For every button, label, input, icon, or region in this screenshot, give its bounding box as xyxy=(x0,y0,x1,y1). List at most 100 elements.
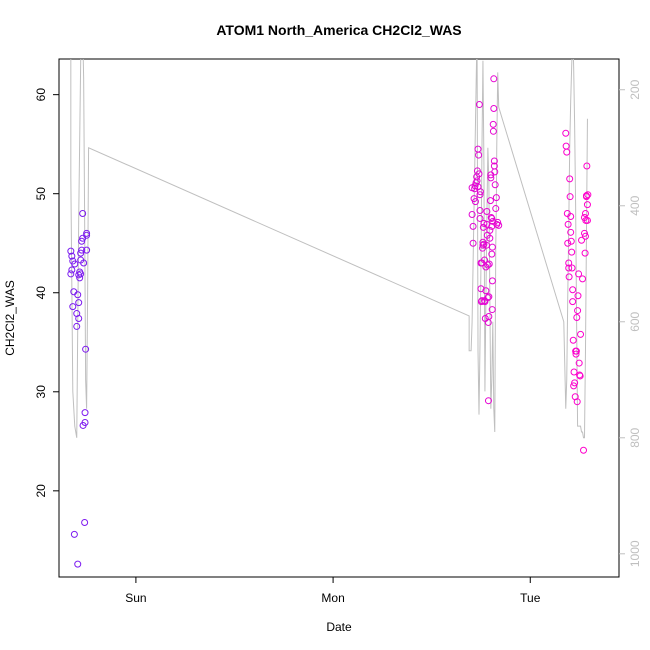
data-point xyxy=(563,148,571,156)
data-point xyxy=(581,210,589,218)
data-point xyxy=(80,259,88,267)
data-point xyxy=(490,105,498,113)
data-point xyxy=(564,239,572,247)
altitude-line-layer xyxy=(70,59,588,439)
data-point xyxy=(492,205,500,213)
data-point xyxy=(566,175,574,183)
y-axis-label: CH2Cl2_WAS xyxy=(3,280,17,356)
data-point xyxy=(574,307,582,315)
data-point xyxy=(575,359,583,367)
data-point xyxy=(569,286,577,294)
data-point xyxy=(492,194,500,202)
data-point xyxy=(575,270,583,278)
data-point xyxy=(476,191,484,199)
data-point xyxy=(581,232,589,240)
data-point xyxy=(580,446,588,454)
data-point xyxy=(567,228,575,236)
data-point xyxy=(475,170,483,178)
data-point xyxy=(482,241,490,249)
data-point xyxy=(489,127,497,135)
data-point xyxy=(486,226,494,234)
data-point xyxy=(76,274,84,282)
data-point xyxy=(495,221,503,229)
data-point xyxy=(576,372,584,380)
data-point xyxy=(564,220,572,228)
data-point xyxy=(484,397,492,405)
data-point xyxy=(484,261,492,269)
data-point xyxy=(490,75,498,83)
data-point xyxy=(573,314,581,321)
data-point xyxy=(79,210,87,218)
data-point xyxy=(83,229,91,237)
data-point xyxy=(78,237,86,245)
data-point xyxy=(469,222,477,230)
data-point xyxy=(562,142,570,150)
y2-tick-label: 200 xyxy=(628,79,642,99)
data-point xyxy=(570,382,578,390)
data-point xyxy=(74,291,82,299)
data-point xyxy=(69,303,77,311)
x-axis: Sun Mon Tue xyxy=(125,577,541,605)
data-point xyxy=(566,193,574,201)
y-tick-label: 20 xyxy=(34,484,48,498)
data-point xyxy=(476,214,484,222)
altitude-line xyxy=(70,59,588,439)
data-point xyxy=(569,298,577,306)
data-point xyxy=(486,197,494,205)
data-point xyxy=(486,234,494,242)
data-point xyxy=(82,345,90,353)
data-point xyxy=(494,218,502,226)
data-point xyxy=(567,212,575,220)
data-point xyxy=(68,266,76,274)
data-point xyxy=(562,129,570,137)
data-point xyxy=(478,297,486,305)
data-point xyxy=(488,277,496,285)
data-point xyxy=(489,120,497,128)
data-point xyxy=(582,192,590,200)
data-point xyxy=(485,260,493,268)
data-point xyxy=(488,306,496,314)
data-point xyxy=(67,270,75,278)
data-point xyxy=(565,259,573,267)
data-point xyxy=(573,398,581,406)
data-point xyxy=(580,229,588,237)
data-point xyxy=(83,246,91,254)
y2-tick-label: 800 xyxy=(628,427,642,447)
data-point xyxy=(83,231,91,239)
x-tick-label: Sun xyxy=(125,591,146,605)
y-tick-label: 40 xyxy=(34,286,48,300)
data-point xyxy=(565,273,573,281)
data-point xyxy=(469,239,477,247)
y-axis: 20 30 40 50 60 xyxy=(34,88,59,498)
data-point xyxy=(484,294,492,302)
data-point xyxy=(485,313,493,321)
data-point xyxy=(572,347,580,355)
y2-tick-label: 600 xyxy=(628,311,642,331)
data-point xyxy=(572,350,580,358)
data-point xyxy=(488,243,496,251)
data-point xyxy=(476,188,484,196)
data-point xyxy=(81,409,89,417)
data-point xyxy=(487,174,495,182)
data-point xyxy=(490,157,498,165)
data-point xyxy=(571,379,579,387)
data-point xyxy=(70,530,78,538)
y2-axis: 200 400 600 800 1000 xyxy=(619,79,642,567)
data-point xyxy=(485,293,493,301)
data-point xyxy=(488,214,496,222)
chart-title: ATOM1 North_America CH2Cl2_WAS xyxy=(216,22,461,38)
data-point xyxy=(75,299,83,307)
plot-frame xyxy=(58,58,620,578)
data-point xyxy=(483,208,491,216)
data-point xyxy=(480,219,488,227)
data-point xyxy=(583,162,591,170)
data-point xyxy=(475,151,483,159)
data-point xyxy=(471,198,479,206)
y2-tick-label: 1000 xyxy=(628,540,642,567)
data-point xyxy=(75,315,83,322)
data-point xyxy=(488,250,496,258)
data-point xyxy=(565,264,573,272)
data-point xyxy=(476,207,484,215)
data-point xyxy=(474,145,482,153)
